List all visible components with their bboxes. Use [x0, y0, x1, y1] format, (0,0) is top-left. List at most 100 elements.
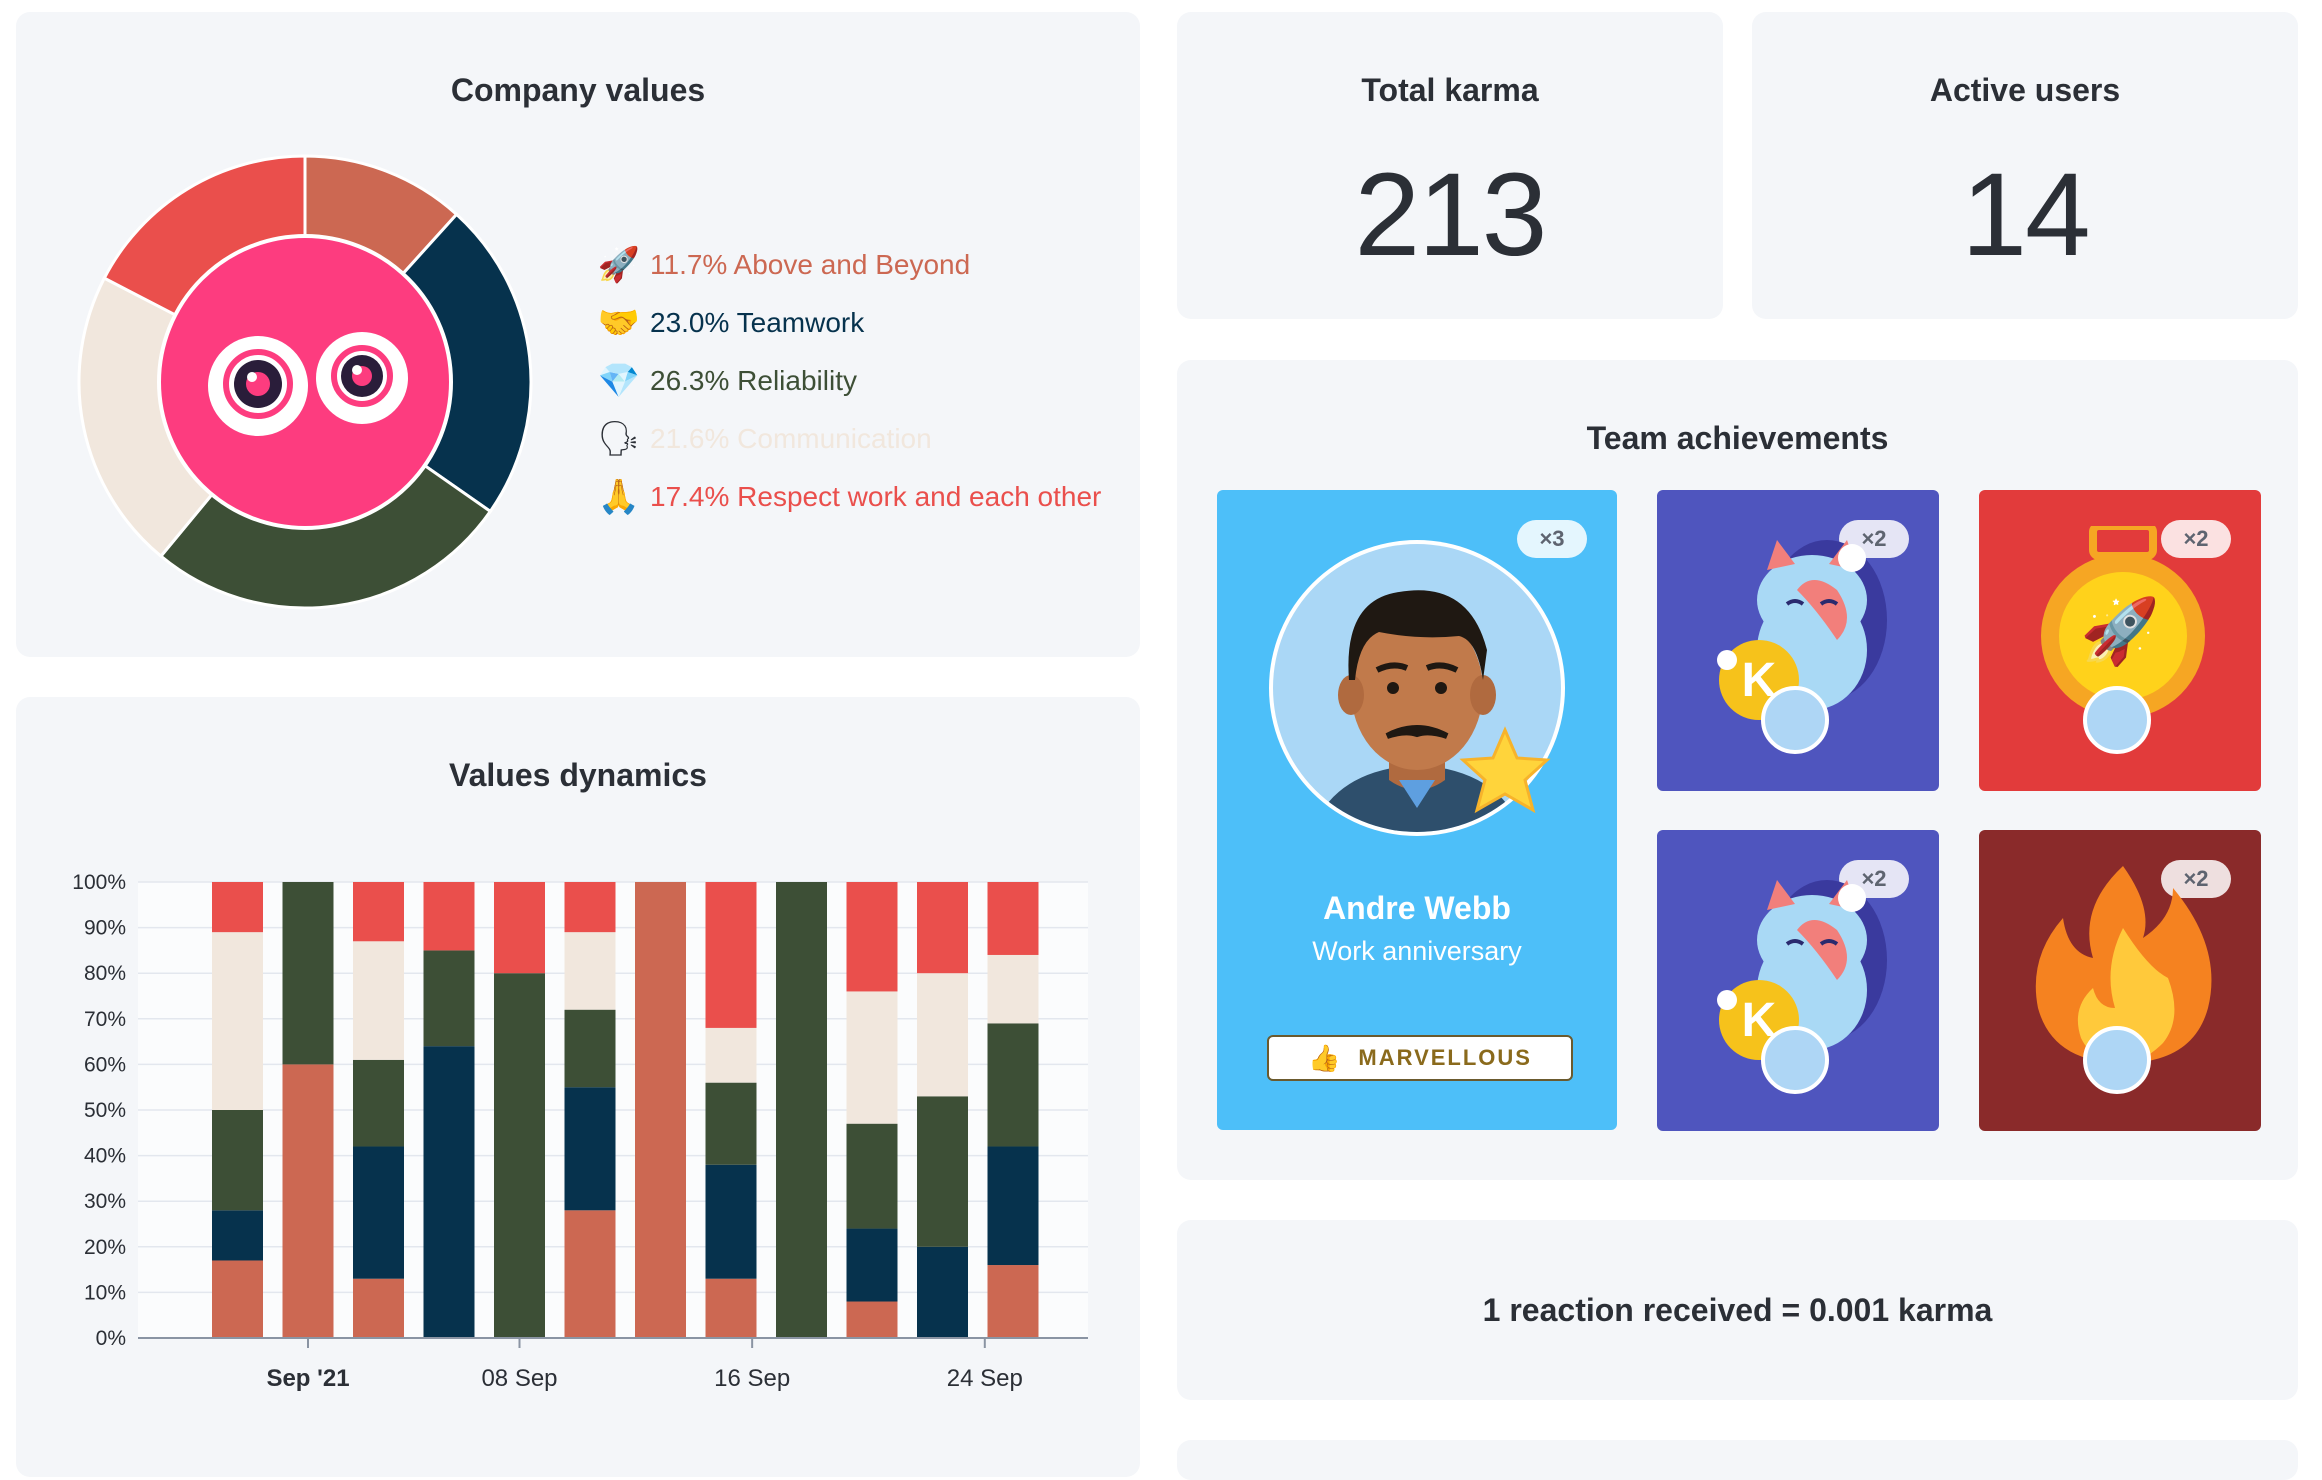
active-users-card: Active users 14 [1752, 12, 2298, 319]
bar-segment[interactable] [846, 991, 898, 1124]
values-dynamics-card: Values dynamics 100% 90% 80% 70% 60% 50% 40% 30… [16, 697, 1140, 1477]
bar-segment[interactable] [564, 1087, 616, 1211]
bar-segment[interactable] [846, 1301, 898, 1338]
achievement-tile[interactable]: ×2 K [1657, 830, 1939, 1131]
bar-segment[interactable] [212, 1260, 263, 1338]
bar-segment[interactable] [353, 1146, 404, 1279]
bar-segment[interactable] [917, 1246, 968, 1338]
y-tick-label: 40% [84, 1145, 126, 1168]
next-card [1177, 1440, 2298, 1480]
karma-info-card: 1 reaction received = 0.001 karma [1177, 1220, 2298, 1400]
values-dynamics-chart: 100% 90% 80% 70% 60% 50% 40% 30% 20% 10% 0% Sep '21… [72, 871, 1088, 1392]
lucky-cat-icon: K [1717, 540, 1887, 720]
y-tick-label: 90% [84, 917, 126, 940]
bar-segment[interactable] [987, 1265, 1039, 1338]
legend-label: 17.4% Respect work and each other [650, 481, 1102, 512]
bar-segment[interactable] [212, 1110, 263, 1211]
bar-segment[interactable] [705, 1164, 757, 1279]
achievement-user-name: Andre Webb [1323, 890, 1511, 926]
featured-achievement-tile[interactable]: ×3 Andre Webb Wo [1217, 490, 1617, 1130]
bar-segment[interactable] [423, 882, 475, 951]
bar-segment[interactable] [917, 973, 968, 1097]
achievement-tile[interactable]: ×2 K [1657, 490, 1939, 791]
bar-segment[interactable] [635, 882, 686, 1338]
bar-segment[interactable] [987, 882, 1039, 955]
achievement-subtitle: Work anniversary [1312, 936, 1522, 966]
bar-segment[interactable] [917, 882, 968, 974]
y-tick-label: 50% [84, 1099, 126, 1122]
total-karma-title: Total karma [1361, 72, 1539, 108]
bar-segment[interactable] [846, 1228, 898, 1302]
rocket-medal-icon [2041, 526, 2205, 718]
company-values-card: Company values 🚀 11.7% Above and Beyond … [16, 12, 1140, 657]
bar-segment[interactable] [494, 882, 545, 974]
y-tick-label: 20% [84, 1236, 126, 1259]
bar-segment[interactable] [987, 1023, 1039, 1147]
team-achievements-title: Team achievements [1586, 420, 1889, 456]
achievement-count-badge: ×3 [1517, 520, 1587, 558]
active-users-value: 14 [1961, 149, 2090, 281]
bar-segment[interactable] [987, 1146, 1039, 1266]
y-tick-label: 10% [84, 1281, 126, 1304]
bar-segment[interactable] [212, 932, 263, 1110]
x-tick-label: 16 Sep [714, 1365, 790, 1392]
bar-segment[interactable] [423, 950, 475, 1047]
speaking-head-icon: 🗣 [597, 420, 641, 458]
bar-segment[interactable] [564, 932, 616, 1010]
bar-segment[interactable] [705, 882, 757, 1028]
bar-segment[interactable] [705, 1027, 757, 1083]
bar-segment[interactable] [564, 882, 616, 933]
total-karma-value: 213 [1354, 149, 1548, 281]
karma-info-text: 1 reaction received = 0.001 karma [1482, 1292, 1993, 1328]
y-tick-label: 30% [84, 1190, 126, 1213]
bar-segment[interactable] [212, 882, 263, 933]
bar-segment[interactable] [282, 882, 334, 1065]
team-achievements-card: Team achievements ×3 [1177, 360, 2298, 1180]
folded-hands-icon: 🙏 [597, 478, 641, 516]
legend-item-reliability: 💎 26.3% Reliability [596, 352, 1101, 410]
legend-item-above-and-beyond: 🚀 11.7% Above and Beyond [596, 236, 1101, 294]
legend-label: 11.7% Above and Beyond [650, 249, 971, 280]
bar-segment[interactable] [494, 973, 545, 1338]
bar-segment[interactable] [987, 954, 1039, 1024]
achievement-count-badge: ×2 [2161, 520, 2231, 558]
bar-segment[interactable] [564, 1210, 616, 1338]
achievement-tile[interactable]: ×2 🚀 [1979, 490, 2261, 791]
bar-segment[interactable] [353, 882, 404, 942]
achievement-tile[interactable]: ×2 [1979, 830, 2261, 1131]
bar-segment[interactable] [353, 941, 404, 1060]
bar-segment[interactable] [846, 882, 898, 992]
bar-segment[interactable] [564, 1009, 616, 1088]
bar-segment[interactable] [282, 1064, 334, 1338]
values-donut-chart [77, 154, 533, 610]
avatar [1761, 686, 1829, 754]
avatar [1761, 1026, 1829, 1094]
legend-label: 26.3% Reliability [650, 365, 857, 396]
bar-segment[interactable] [917, 1096, 968, 1247]
avatar [2083, 1026, 2151, 1094]
x-tick-label: 24 Sep [947, 1365, 1023, 1392]
active-users-title: Active users [1929, 72, 2121, 108]
bar-segment[interactable] [353, 1278, 404, 1338]
legend-item-teamwork: 🤝 23.0% Teamwork [596, 294, 1101, 352]
bar-segment[interactable] [212, 1210, 263, 1261]
rocket-icon: 🚀 [597, 246, 641, 284]
reaction-label: MARVELLOUS [1358, 1045, 1532, 1070]
x-tick-label: Sep '21 [266, 1365, 349, 1392]
values-dynamics-title: Values dynamics [449, 757, 707, 793]
marvellous-reaction-button[interactable]: 👍 MARVELLOUS [1267, 1035, 1573, 1081]
bar-segment[interactable] [705, 1278, 757, 1338]
legend-item-communication: 🗣 21.6% Communication [596, 410, 1101, 468]
thumbs-up-icon: 👍 [1308, 1042, 1341, 1073]
bar-segment[interactable] [423, 1046, 475, 1338]
rocket-icon: 🚀 [2080, 595, 2160, 667]
y-tick-label: 0% [96, 1327, 126, 1350]
bar-segment[interactable] [846, 1123, 898, 1229]
bar-segment[interactable] [776, 882, 827, 1338]
bar-segment[interactable] [705, 1082, 757, 1165]
company-values-title: Company values [450, 72, 706, 108]
avatar [2083, 686, 2151, 754]
achievement-count-badge: ×2 [2161, 860, 2231, 898]
legend-item-respect: 🙏 17.4% Respect work and each other [596, 468, 1102, 526]
bar-segment[interactable] [353, 1059, 404, 1147]
